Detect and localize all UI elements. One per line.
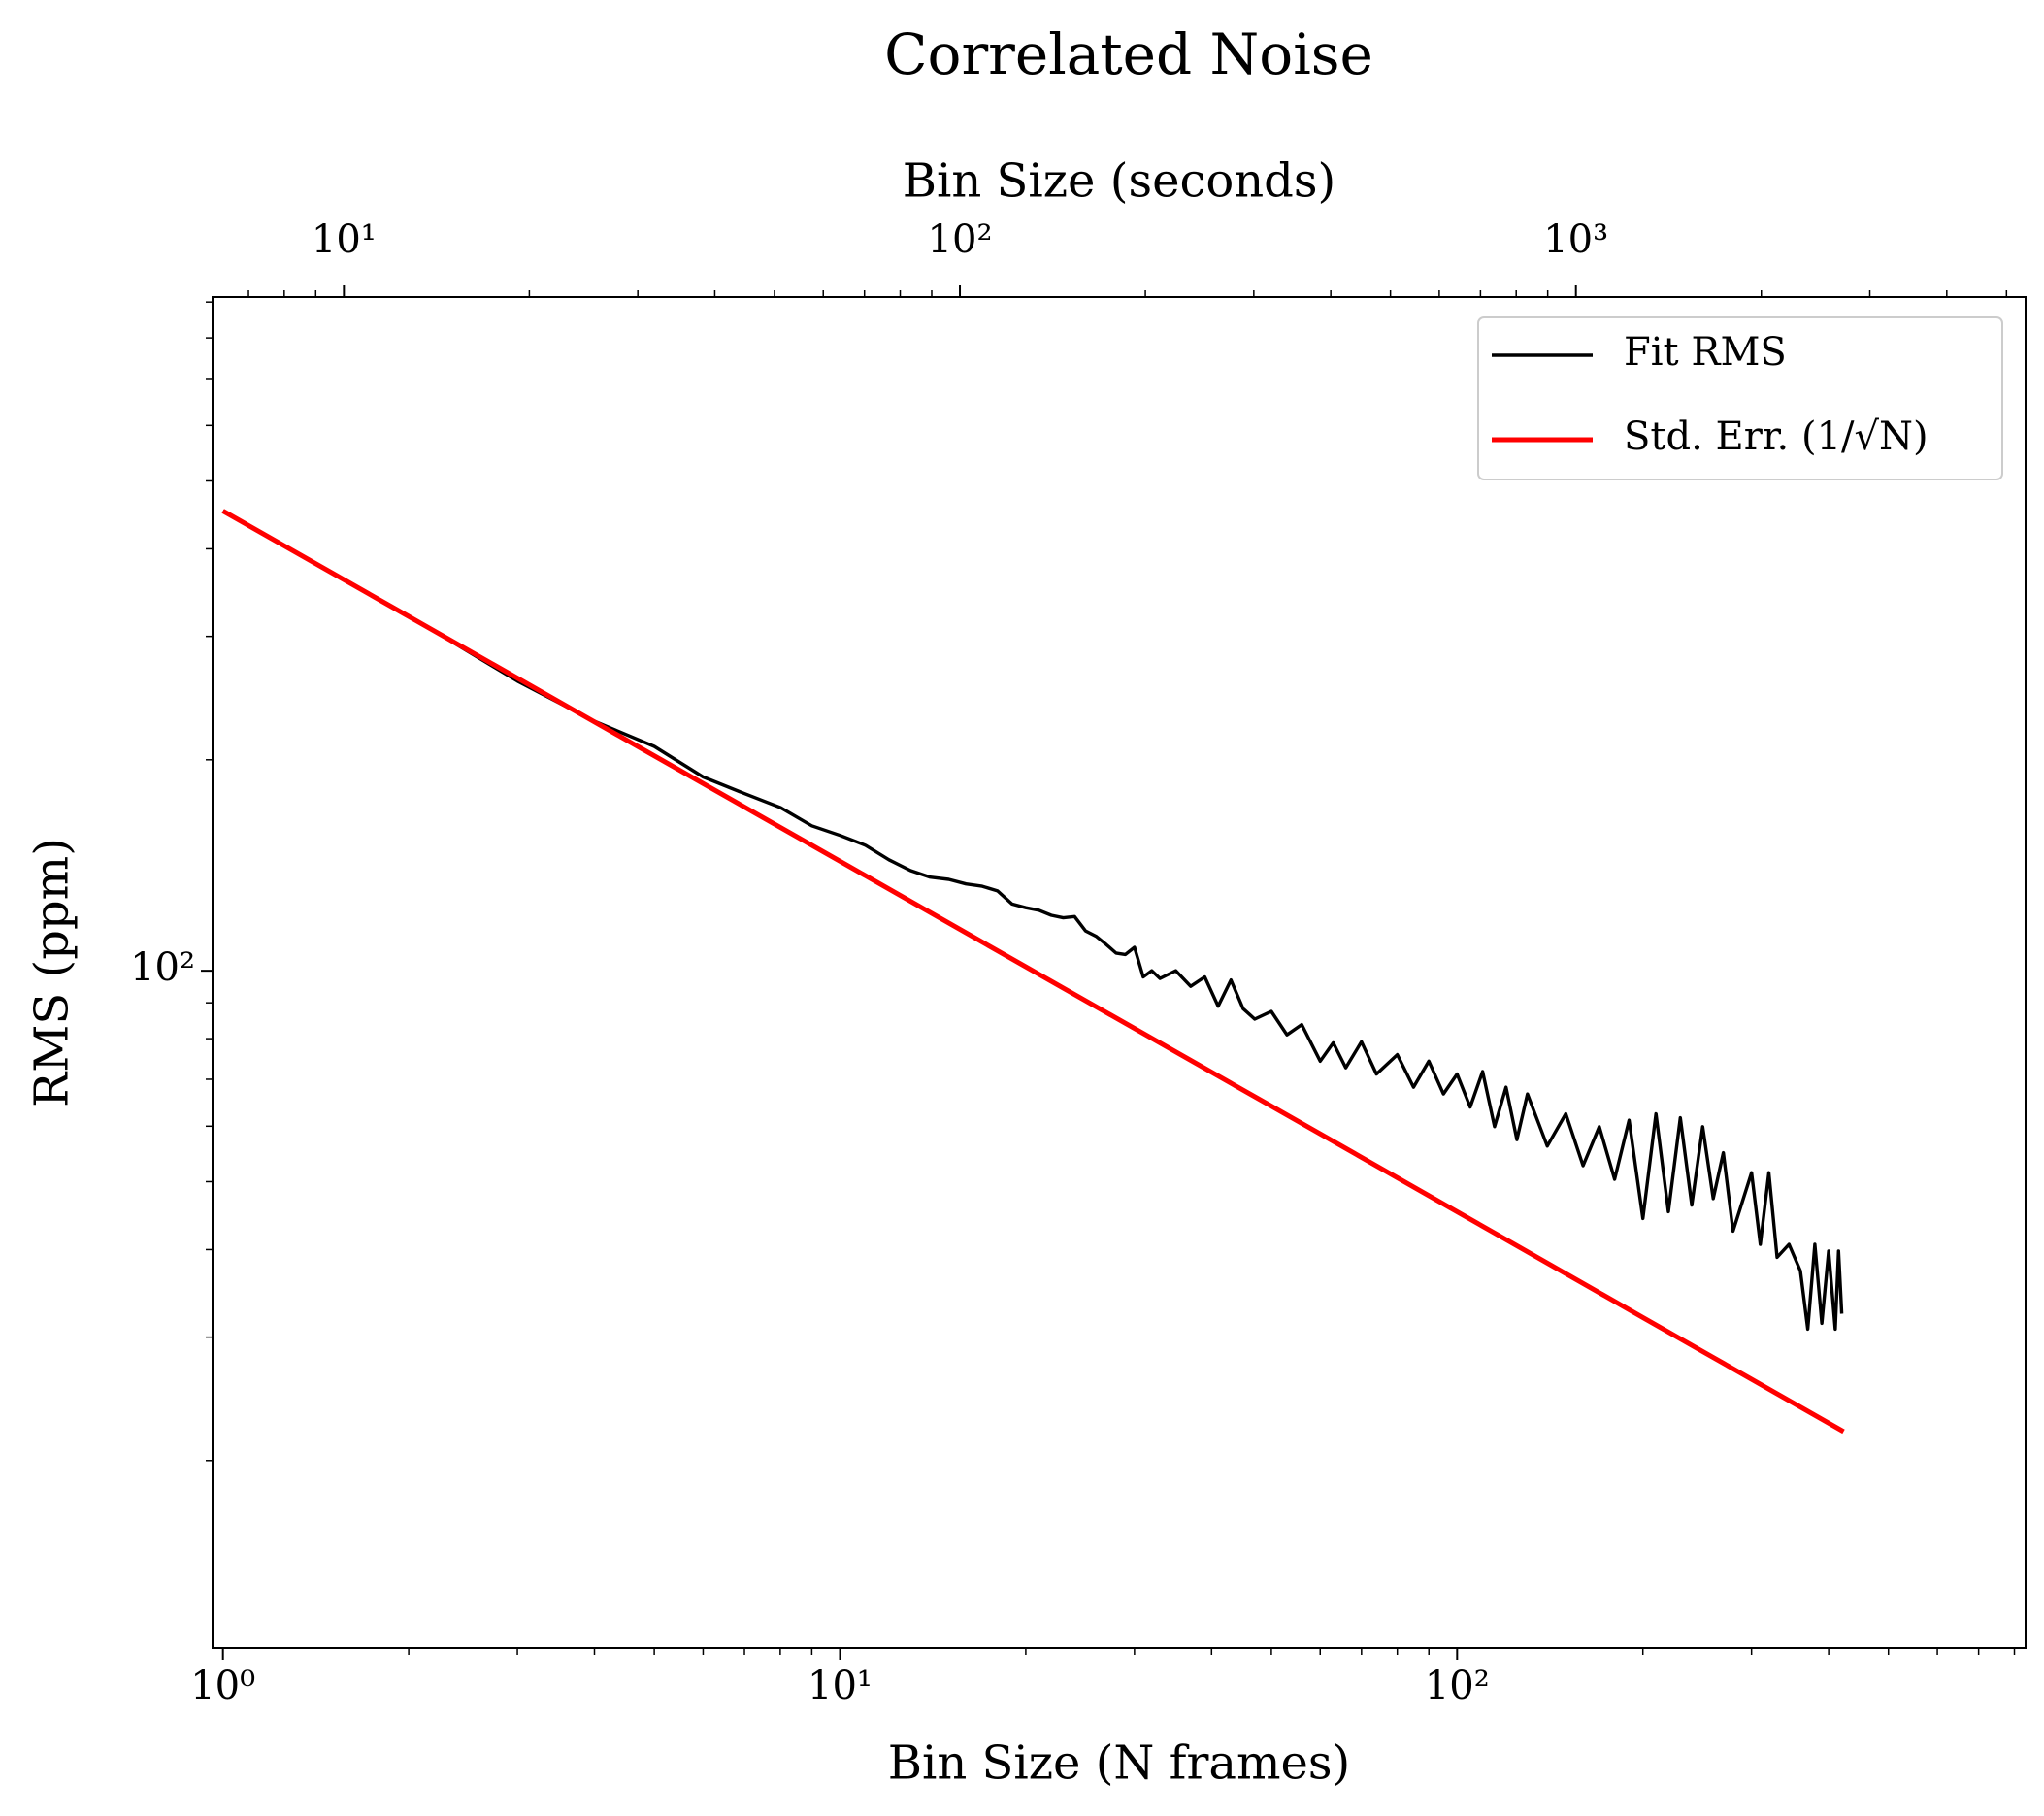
legend-label: Std. Err. (1/√N) bbox=[1624, 414, 1929, 459]
series-line bbox=[221, 509, 1845, 1435]
x-tick-label: 10⁰ bbox=[190, 1664, 255, 1708]
x-tick-label: 10¹ bbox=[808, 1664, 873, 1708]
plot-frame bbox=[212, 296, 2027, 1649]
x2-tick-label: 10¹ bbox=[312, 217, 377, 262]
y-tick-label: 10² bbox=[130, 945, 195, 990]
series-line bbox=[221, 509, 1844, 1332]
x2-tick-label: 10² bbox=[928, 217, 993, 262]
x-axis-label: Bin Size (N frames) bbox=[888, 1736, 1351, 1791]
x2-axis-label: Bin Size (seconds) bbox=[903, 154, 1336, 209]
y-axis-label: RMS (ppm) bbox=[25, 838, 80, 1107]
legend-label: Fit RMS bbox=[1624, 330, 1787, 375]
legend-box bbox=[1477, 316, 2003, 480]
x2-tick-label: 10³ bbox=[1543, 217, 1608, 262]
chart-title: Correlated Noise bbox=[884, 21, 1373, 87]
x-tick-label: 10² bbox=[1425, 1664, 1490, 1708]
